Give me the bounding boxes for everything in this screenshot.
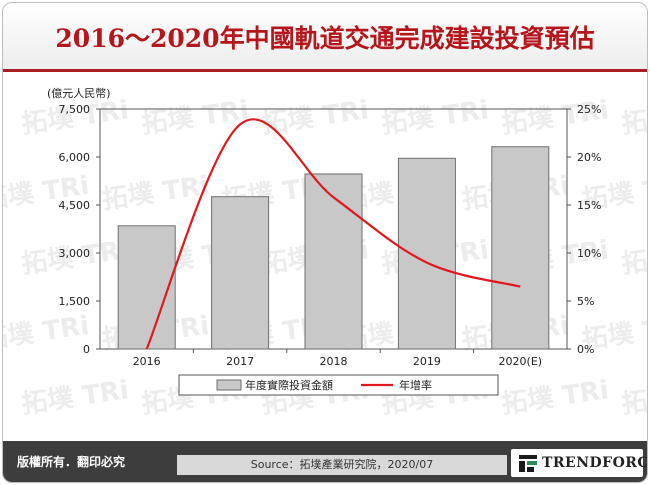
right-axis-tick-label: 20%: [577, 151, 601, 164]
legend-bar-swatch: [216, 379, 242, 391]
watermark-text: 拓墣 TRi: [620, 235, 647, 280]
watermark-text: 拓墣 TRi: [620, 95, 647, 140]
watermark-text: 拓墣 TRi: [20, 95, 131, 140]
source-note: Source：拓墣產業研究院，2020/07: [177, 455, 507, 475]
bar-series: [117, 146, 550, 350]
right-axis-tick-label: 10%: [577, 247, 601, 260]
left-axis-tick-label: 4,500: [59, 199, 91, 212]
chart-title: 2016～2020年中國軌道交通完成建設投資預估: [55, 24, 595, 53]
bar-2019: [397, 157, 456, 350]
watermark-text: 拓墣 TRi: [3, 311, 91, 356]
right-axis-tick-label: 15%: [577, 199, 601, 212]
growth-rate-line: [145, 118, 521, 350]
left-axis-tick-label: 1,500: [59, 295, 91, 308]
bar-2018: [304, 173, 363, 350]
legend-line-label: 年增率: [399, 378, 432, 392]
trendforce-logo-icon: [519, 455, 537, 472]
brand-logo: TRENDFORCE: [511, 449, 647, 477]
bar-2020(E): [491, 146, 550, 350]
y-axis-unit-label: (億元人民幣): [47, 87, 111, 100]
bar-2017: [211, 196, 270, 350]
x-axis-label: 2018: [320, 355, 348, 368]
right-axis-tick-label: 0%: [577, 343, 594, 356]
watermark-text: 拓墣 TRi: [140, 95, 251, 140]
title-bar: 2016～2020年中國軌道交通完成建設投資預估: [3, 3, 647, 72]
left-axis-tick-label: 0: [83, 343, 90, 356]
right-axis: 0% 5% 10% 15% 20% 25%: [567, 103, 601, 356]
x-axis-label: 2020(E): [499, 355, 543, 368]
left-axis: 0 1,500 3,000 4,500 6,000 7,500: [59, 103, 100, 356]
left-axis-tick-label: 7,500: [59, 103, 91, 116]
left-axis-tick-label: 6,000: [59, 151, 91, 164]
x-axis-label: 2016: [133, 355, 161, 368]
watermark-text: 拓墣 TRi: [500, 95, 611, 140]
watermark-text: 拓墣 TRi: [500, 375, 611, 420]
bar-2016: [117, 225, 176, 350]
brand-name: TRENDFORCE: [542, 455, 648, 471]
legend-bar-label: 年度實際投資金額: [245, 378, 333, 392]
watermark-text: 拓墣 TRi: [100, 171, 211, 216]
x-axis-label: 2017: [226, 355, 254, 368]
right-axis-tick-label: 5%: [577, 295, 594, 308]
watermark-text: 拓墣 TRi: [260, 95, 371, 140]
x-axis-label: 2019: [413, 355, 441, 368]
watermark-text: 拓墣 TRi: [620, 375, 647, 420]
watermark-text: 拓墣 TRi: [20, 375, 131, 420]
watermark-text: 拓墣 TRi: [380, 95, 491, 140]
footer-bar: 版權所有．翻印必究 Source：拓墣產業研究院，2020/07 TRENDFO…: [3, 441, 647, 482]
copyright-notice: 版權所有．翻印必究: [17, 455, 126, 469]
x-axis-labels: 2016 2017 2018 2019 2020(E): [133, 349, 542, 368]
left-axis-tick-label: 3,000: [59, 247, 91, 260]
right-axis-tick-label: 25%: [577, 103, 601, 116]
legend: 年度實際投資金額 年增率: [178, 374, 499, 396]
legend-box: [178, 374, 499, 396]
